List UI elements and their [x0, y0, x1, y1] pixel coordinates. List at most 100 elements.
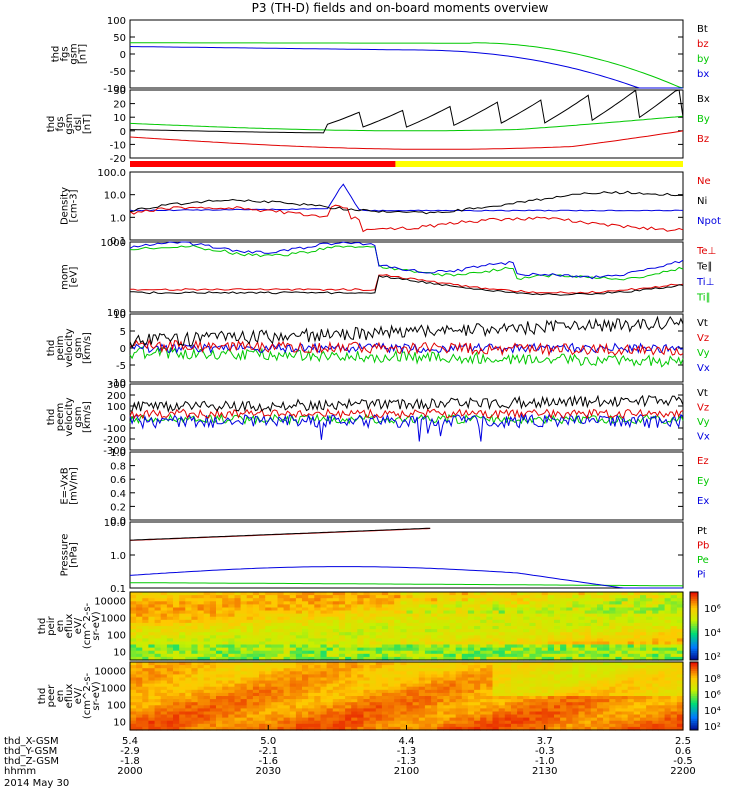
colorbar-tick: 10⁶	[704, 690, 721, 701]
spectrogram-cell	[566, 692, 573, 697]
spectrogram-cell	[197, 626, 205, 630]
spectrogram-cell	[572, 714, 580, 719]
spectrogram-cell	[295, 601, 303, 605]
spectrogram-cell	[511, 653, 518, 658]
spectrogram-cell	[289, 723, 297, 728]
spectrogram-cell	[584, 671, 592, 675]
spectrogram-cell	[216, 650, 223, 655]
spectrogram-cell	[523, 717, 530, 722]
spectrogram-cell	[467, 641, 475, 646]
spectrogram-cell	[351, 723, 358, 728]
spectrogram-cell	[603, 720, 610, 725]
spectrogram-cell	[480, 714, 487, 719]
spectrogram-cell	[578, 708, 586, 713]
spectrogram-cell	[572, 677, 580, 682]
spectrogram-cell	[179, 674, 186, 679]
spectrogram-cell	[449, 650, 457, 655]
spectrogram-cell	[320, 686, 328, 691]
spectrogram-cell	[265, 702, 272, 706]
spectrogram-cell	[566, 656, 573, 661]
spectrogram-cell	[424, 692, 432, 697]
spectrogram-cell	[467, 601, 475, 605]
spectrogram-cell	[517, 616, 524, 621]
xaxis-tick-label: -2.9	[120, 746, 140, 757]
spectrogram-cell	[584, 613, 592, 618]
spectrogram-cell	[560, 635, 567, 639]
spectrogram-cell	[173, 613, 180, 618]
spectrogram-cell	[578, 714, 586, 719]
spectrogram-cell	[394, 686, 401, 691]
spectrogram-cell	[676, 656, 684, 661]
spectrogram-cell	[332, 677, 340, 682]
spectrogram-cell	[369, 686, 377, 691]
spectrogram-cell	[664, 717, 672, 722]
spectrogram-cell	[326, 696, 334, 700]
spectrogram-cell	[252, 711, 260, 716]
spectrogram-cell	[492, 665, 500, 669]
spectrogram-cell	[277, 607, 285, 612]
spectrogram-cell	[252, 616, 260, 621]
ytick-label: -200	[103, 435, 126, 446]
spectrogram-cell	[332, 665, 340, 669]
spectrogram-cell	[664, 714, 672, 719]
spectrogram-cell	[584, 619, 592, 624]
spectrogram-cell	[640, 717, 647, 722]
spectrogram-cell	[289, 635, 297, 639]
spectrogram-cell	[388, 665, 395, 669]
spectrogram-cell	[529, 638, 537, 643]
ytick-label: 0.8	[110, 462, 126, 473]
spectrogram-cell	[560, 601, 567, 605]
spectrogram-cell	[259, 705, 266, 709]
spectrogram-cell	[467, 592, 475, 596]
spectrogram-cell	[234, 720, 242, 725]
spectrogram-cell	[191, 717, 199, 722]
spectrogram-cell	[289, 610, 297, 615]
spectrogram-cell	[130, 677, 137, 682]
spectrogram-cell	[486, 647, 494, 652]
spectrogram-cell	[326, 699, 334, 703]
spectrogram-cell	[228, 613, 235, 618]
spectrogram-cell	[609, 705, 616, 709]
spectrogram-cell	[388, 638, 395, 643]
spectrogram-cell	[320, 613, 328, 618]
spectrogram-cell	[424, 708, 432, 713]
spectrogram-cell	[474, 656, 481, 661]
spectrogram-cell	[222, 638, 229, 643]
spectrogram-cell	[191, 653, 199, 658]
spectrogram-cell	[566, 720, 573, 725]
spectrogram-cell	[179, 665, 186, 669]
spectrogram-cell	[461, 638, 469, 643]
spectrogram-cell	[664, 711, 672, 716]
spectrogram-cell	[554, 696, 561, 700]
spectrogram-cell	[369, 632, 377, 636]
spectrogram-cell	[252, 726, 260, 731]
spectrogram-cell	[216, 720, 223, 725]
spectrogram-cell	[136, 674, 143, 679]
spectrogram-cell	[437, 653, 444, 658]
ytick-label: -50	[110, 67, 126, 78]
spectrogram-cell	[676, 601, 684, 605]
spectrogram-cell	[160, 717, 168, 722]
ylabel-line: eflux	[64, 614, 75, 639]
spectrogram-cell	[191, 726, 199, 731]
spectrogram-cell	[363, 662, 371, 666]
spectrogram-cell	[590, 689, 598, 694]
spectrogram-cell	[179, 714, 186, 719]
spectrogram-cell	[541, 686, 549, 691]
spectrogram-cell	[357, 632, 364, 636]
colorbar-tick: 10²	[704, 652, 721, 663]
spectrogram-cell	[265, 696, 272, 700]
spectrogram-cell	[148, 711, 156, 716]
spectrogram-cell	[652, 686, 659, 691]
spectrogram-cell	[523, 699, 530, 703]
spectrogram-cell	[271, 689, 278, 694]
spectrogram-cell	[664, 686, 672, 691]
spectrogram-cell	[326, 647, 334, 652]
spectrogram-cell	[209, 662, 217, 666]
spectrogram-cell	[621, 650, 629, 655]
spectrogram-cell	[541, 610, 549, 615]
spectrogram-cell	[461, 619, 469, 624]
spectrogram-cell	[474, 665, 481, 669]
spectrogram-cell	[191, 626, 199, 630]
spectrogram-cell	[554, 622, 561, 627]
